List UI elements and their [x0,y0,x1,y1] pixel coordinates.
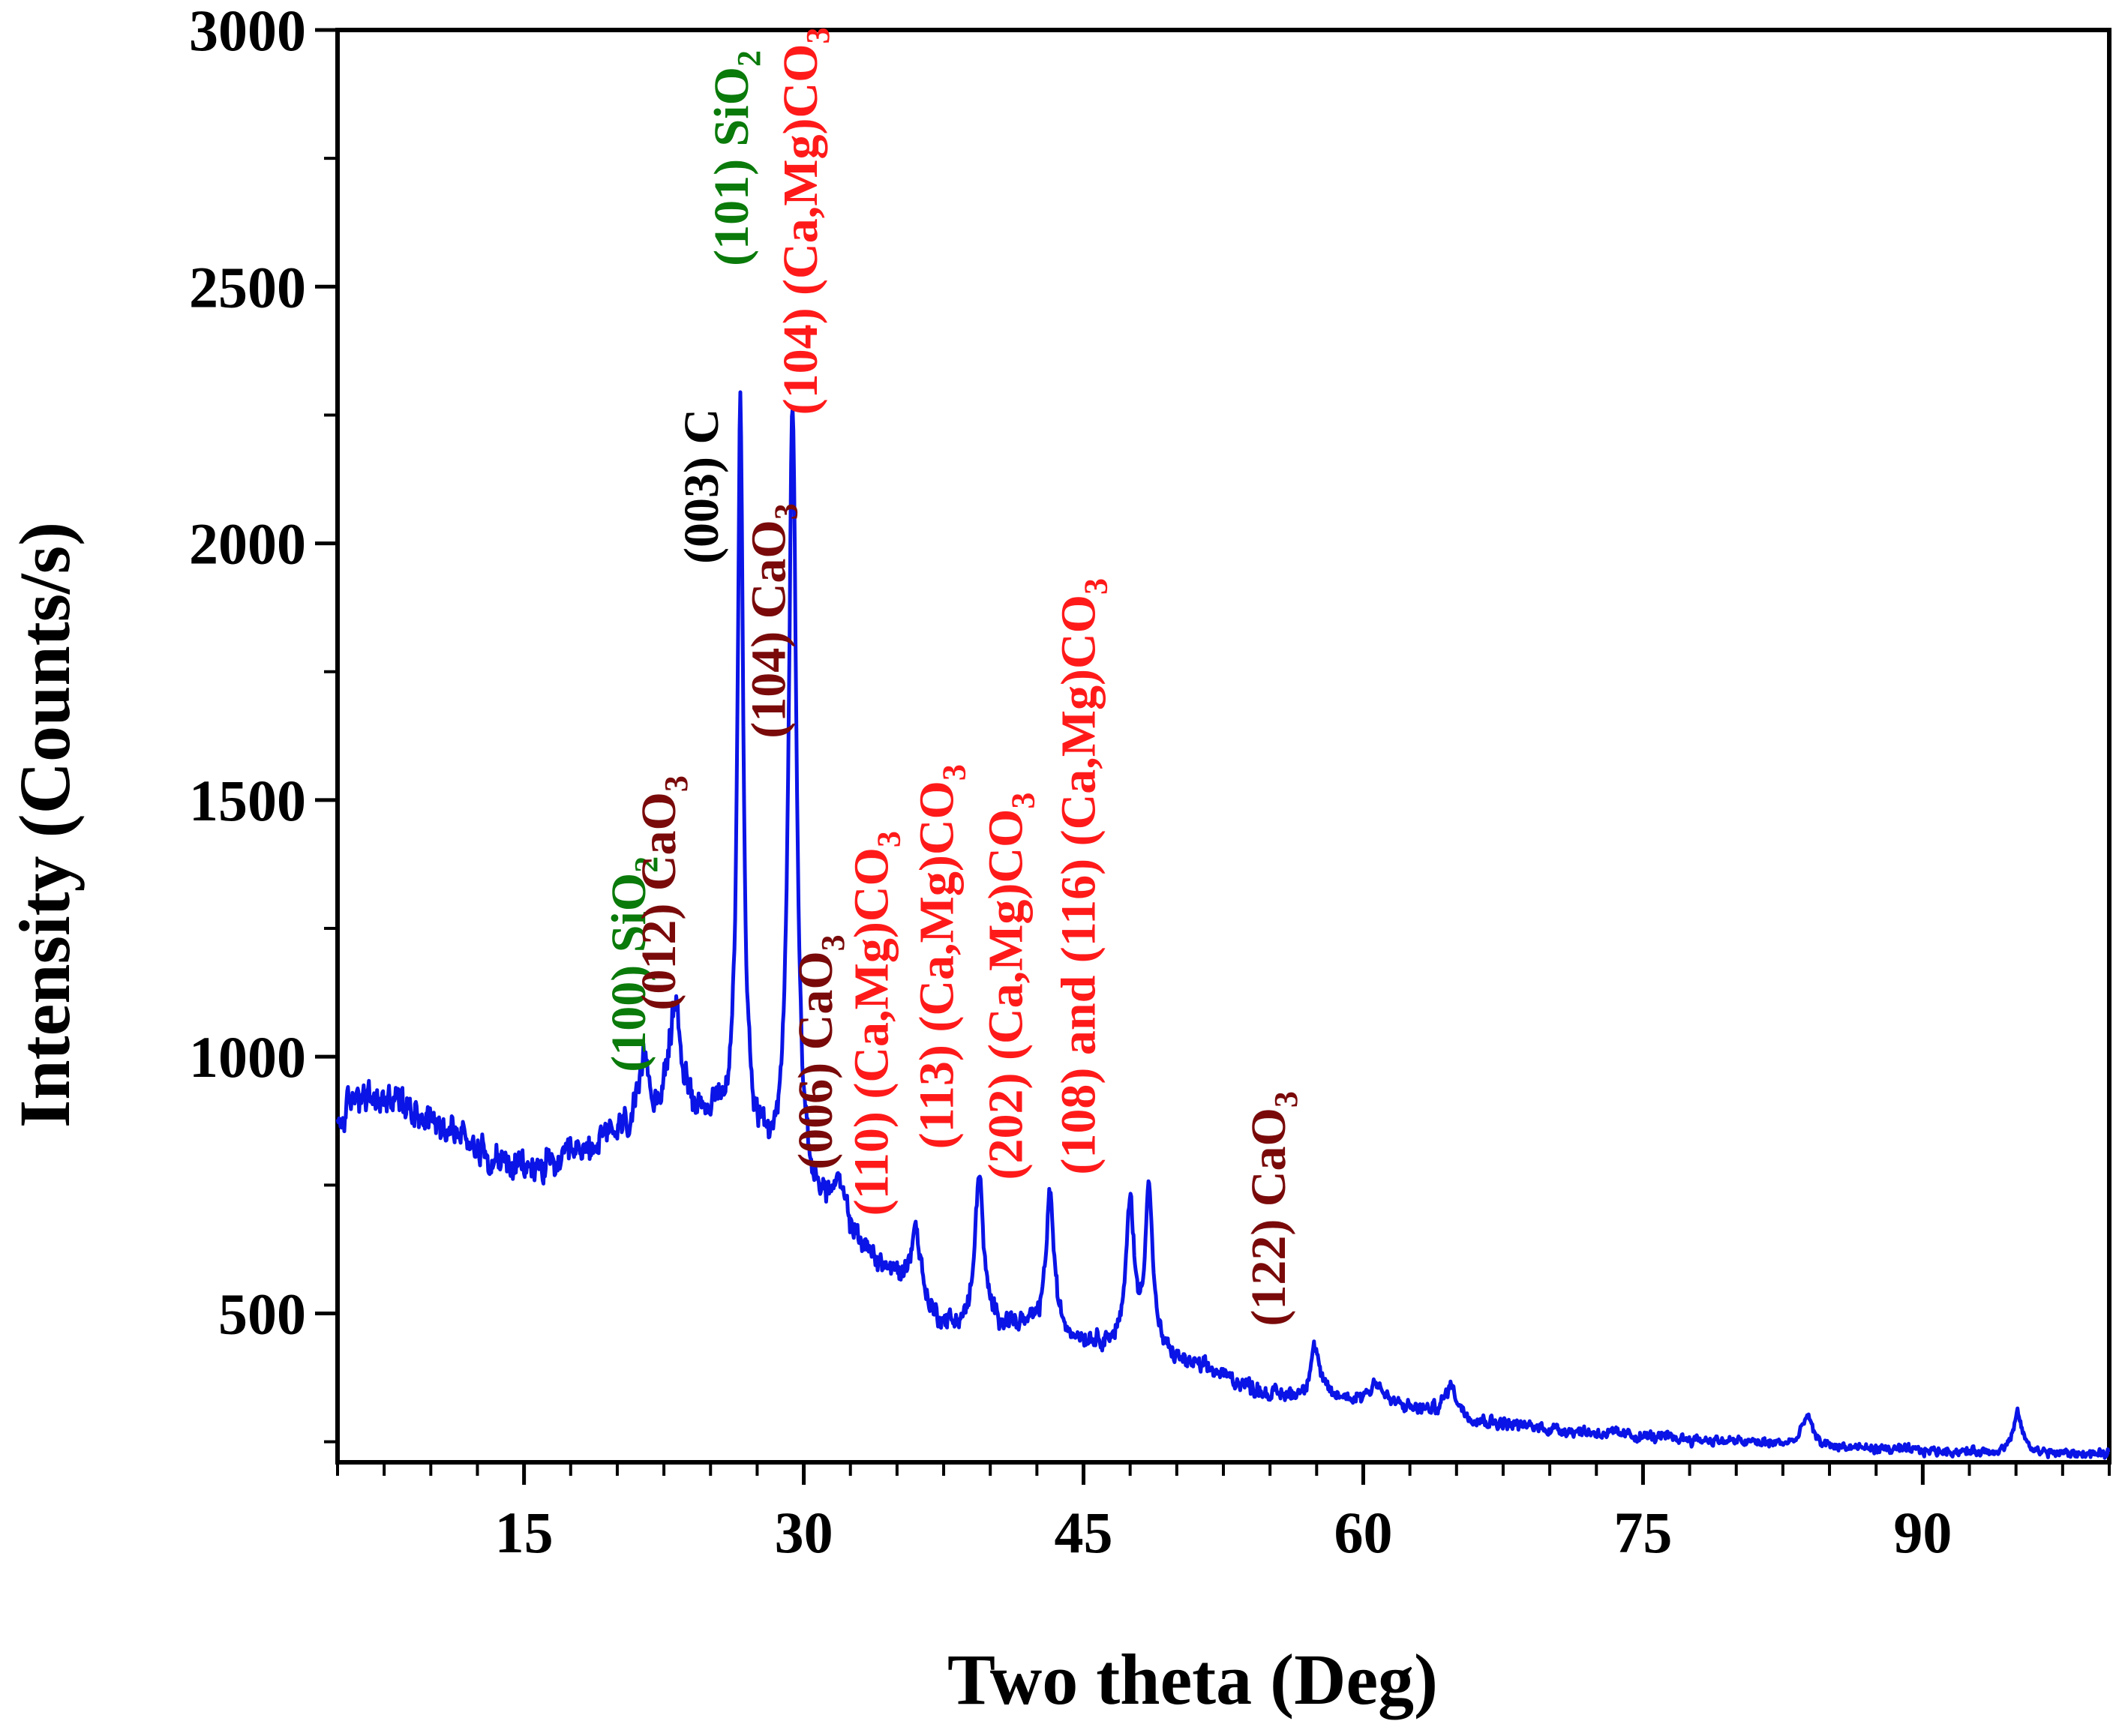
x-tick-label: 15 [495,1500,554,1565]
peak-label-ann-113-camgco3: (113) (Ca,Mg)CO3 [910,764,973,1149]
y-tick-label: 500 [218,1281,306,1346]
axis-frame-group [335,28,2111,1465]
x-tick-label: 60 [1334,1500,1392,1565]
x-tick-label: 45 [1055,1500,1113,1565]
peak-annotation-group: (100) SiO2(012) CaO3(003) C(101) SiO2(10… [602,28,1304,1327]
peak-label-ann-122-caco3: (122) CaO3 [1241,1091,1304,1326]
peak-label-ann-101-sio2: (101) SiO2 [704,50,767,266]
x-tick-label: 75 [1613,1500,1672,1565]
peak-label-ann-104-camgco3: (104) (Ca,Mg)CO3 [773,28,836,415]
peak-label-ann-110-camgco3: (110) (Ca,Mg)CO3 [845,831,908,1216]
xrd-pattern-line [335,390,2111,1460]
y-tick-label: 2500 [189,254,306,319]
y-tick-label: 3000 [189,0,306,63]
y-axis-label: Intensity (Counts/s) [5,522,85,1128]
plot-frame [335,28,2111,1465]
peak-label-ann-003-c: (003) C [674,409,729,564]
series-group [335,390,2111,1460]
peak-label-ann-012-caco3: (012) CaO3 [632,775,695,1010]
y-tick-label: 1500 [189,768,306,833]
peak-label-ann-100-sio2: (100) SiO2 [602,856,665,1072]
x-axis-label: Two theta (Deg) [947,1639,1438,1720]
peak-label-ann-202-camgco3: (202) (Ca,Mg)CO3 [979,793,1042,1180]
peak-label-ann-006-caco3: (006) CaO3 [788,934,851,1169]
tick-group: 15 30 45 60 75 90 500 1000 1500 2000 2500 3000 [189,0,2111,1565]
peak-label-ann-108-116-camgco3: (108) and (116) (Ca,Mg)CO3 [1051,578,1114,1175]
peak-label-ann-104-caco3: (104) CaO3 [742,503,805,738]
x-tick-label: 30 [775,1500,833,1565]
x-tick-label: 90 [1893,1500,1952,1565]
y-tick-label: 1000 [189,1024,306,1090]
y-tick-label: 2000 [189,511,306,577]
